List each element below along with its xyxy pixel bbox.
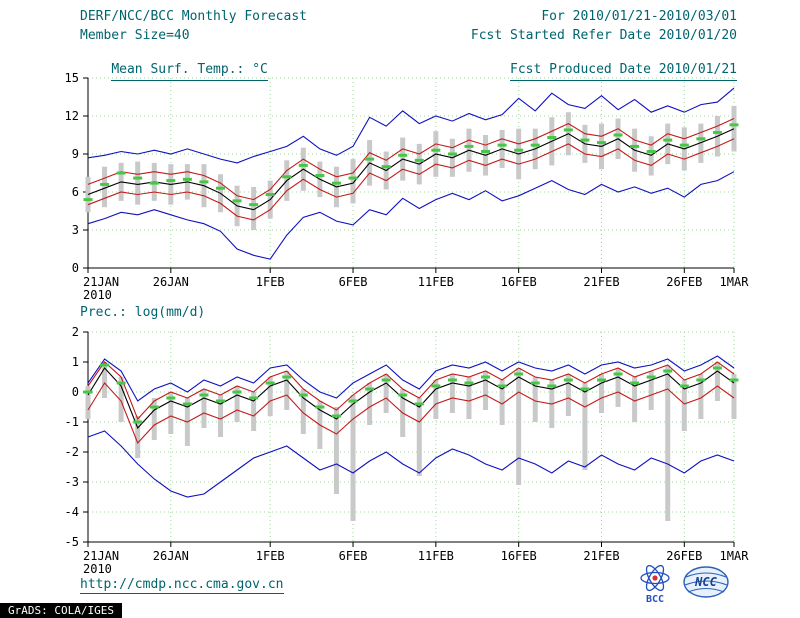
forecast-period: For 2010/01/21-2010/03/01: [541, 9, 737, 24]
x-tick-label: 21FEB: [583, 275, 619, 289]
axes: [83, 77, 735, 273]
x-tick-label: 11FEB: [418, 275, 454, 289]
produced-date-text: Fcst Produced Date 2010/01/21: [510, 62, 737, 81]
y-tick-label: 1: [72, 355, 79, 369]
lower-bound-line: [87, 138, 735, 221]
y-tick-label: 0: [72, 261, 79, 275]
logo-row: BCC NCC: [636, 565, 730, 605]
produced-date-label: Fcst Produced Date 2010/01/21: [479, 47, 737, 96]
atom-nucleus-icon: [652, 575, 658, 581]
x-year-label: 2010: [83, 288, 112, 302]
ncc-logo: NCC: [683, 566, 729, 598]
ensemble-max-line: [87, 87, 735, 164]
atom-orbits-icon: [640, 565, 670, 592]
best-estimate-markers: [83, 363, 739, 424]
x-tick-label: 21JAN: [83, 549, 119, 563]
temperature-variable-label: Mean Surf. Temp.: °C: [80, 47, 268, 96]
x-tick-label: 16FEB: [501, 275, 537, 289]
axis-labels: -5 -4 -3 -2 -1 0 1 2 21JAN 26JAN 1FEB 6FEB 11FEB 16FE…: [65, 325, 750, 576]
y-tick-label: 12: [65, 109, 79, 123]
y-tick-label: -2: [65, 445, 79, 459]
bcc-logo-label: BCC: [646, 594, 664, 605]
x-tick-label: 1FEB: [256, 275, 285, 289]
x-tick-label: 16FEB: [501, 549, 537, 563]
report-title: DERF/NCC/BCC Monthly Forecast: [80, 9, 307, 24]
axes: [83, 331, 735, 547]
y-tick-label: 2: [72, 325, 79, 339]
y-tick-label: 6: [72, 185, 79, 199]
ncc-logo-label: NCC: [694, 575, 717, 589]
y-tick-label: -3: [65, 475, 79, 489]
member-size-label: Member Size=40: [80, 28, 190, 43]
y-tick-label: -1: [65, 415, 79, 429]
refer-date-label: Fcst Started Refer Date 2010/01/20: [470, 28, 737, 43]
x-tick-label: 6FEB: [339, 549, 368, 563]
precip-variable-label: Prec.: log(mm/d): [80, 305, 206, 320]
upper-bound-line: [87, 117, 735, 201]
spread-bars: [85, 105, 737, 230]
globe-lines-icon: [684, 572, 728, 593]
x-tick-label: 21JAN: [83, 275, 119, 289]
y-tick-label: -5: [65, 535, 79, 549]
axis-labels: 0 3 6 9 12 15 21JAN 26JAN 1FEB 6FEB 11FEB 16FEB 21FE…: [65, 71, 750, 302]
upper-bound-line: [87, 361, 735, 421]
y-tick-label: 0: [72, 385, 79, 399]
x-tick-label: 21FEB: [583, 549, 619, 563]
x-tick-label: 1MAR: [720, 275, 750, 289]
y-tick-label: 15: [65, 71, 79, 85]
lower-bound-line: [87, 382, 735, 445]
ensemble-mean-line: [87, 128, 735, 211]
grads-credit: GrADS: COLA/IGES: [0, 603, 122, 618]
bcc-logo: BCC: [640, 565, 670, 605]
x-tick-label: 26FEB: [666, 275, 702, 289]
panel-temperature: 0 3 6 9 12 15 21JAN 26JAN 1FEB 6FEB 11FEB 16FEB 21FE…: [65, 71, 750, 302]
x-tick-label: 26JAN: [153, 549, 189, 563]
ensemble-min-line: [87, 430, 735, 498]
spread-bars: [85, 362, 737, 521]
x-tick-label: 6FEB: [339, 275, 368, 289]
ensemble-min-line: [87, 171, 735, 260]
y-tick-label: 3: [72, 223, 79, 237]
x-tick-label: 26JAN: [153, 275, 189, 289]
x-tick-label: 11FEB: [418, 549, 454, 563]
x-tick-label: 1MAR: [720, 549, 750, 563]
panel-precipitation: -5 -4 -3 -2 -1 0 1 2 21JAN 26JAN 1FEB 6FEB 11FEB 16FE…: [65, 325, 750, 576]
x-tick-label: 26FEB: [666, 549, 702, 563]
y-tick-label: 9: [72, 147, 79, 161]
x-year-label: 2010: [83, 562, 112, 576]
x-tick-label: 1FEB: [256, 549, 285, 563]
best-estimate-markers: [83, 123, 739, 207]
y-tick-label: -4: [65, 505, 79, 519]
ensemble-max-line: [87, 355, 735, 402]
temperature-variable-text: Mean Surf. Temp.: °C: [111, 62, 268, 81]
site-url: http://cmdp.ncc.cma.gov.cn: [80, 577, 284, 594]
ensemble-mean-line: [87, 367, 735, 430]
